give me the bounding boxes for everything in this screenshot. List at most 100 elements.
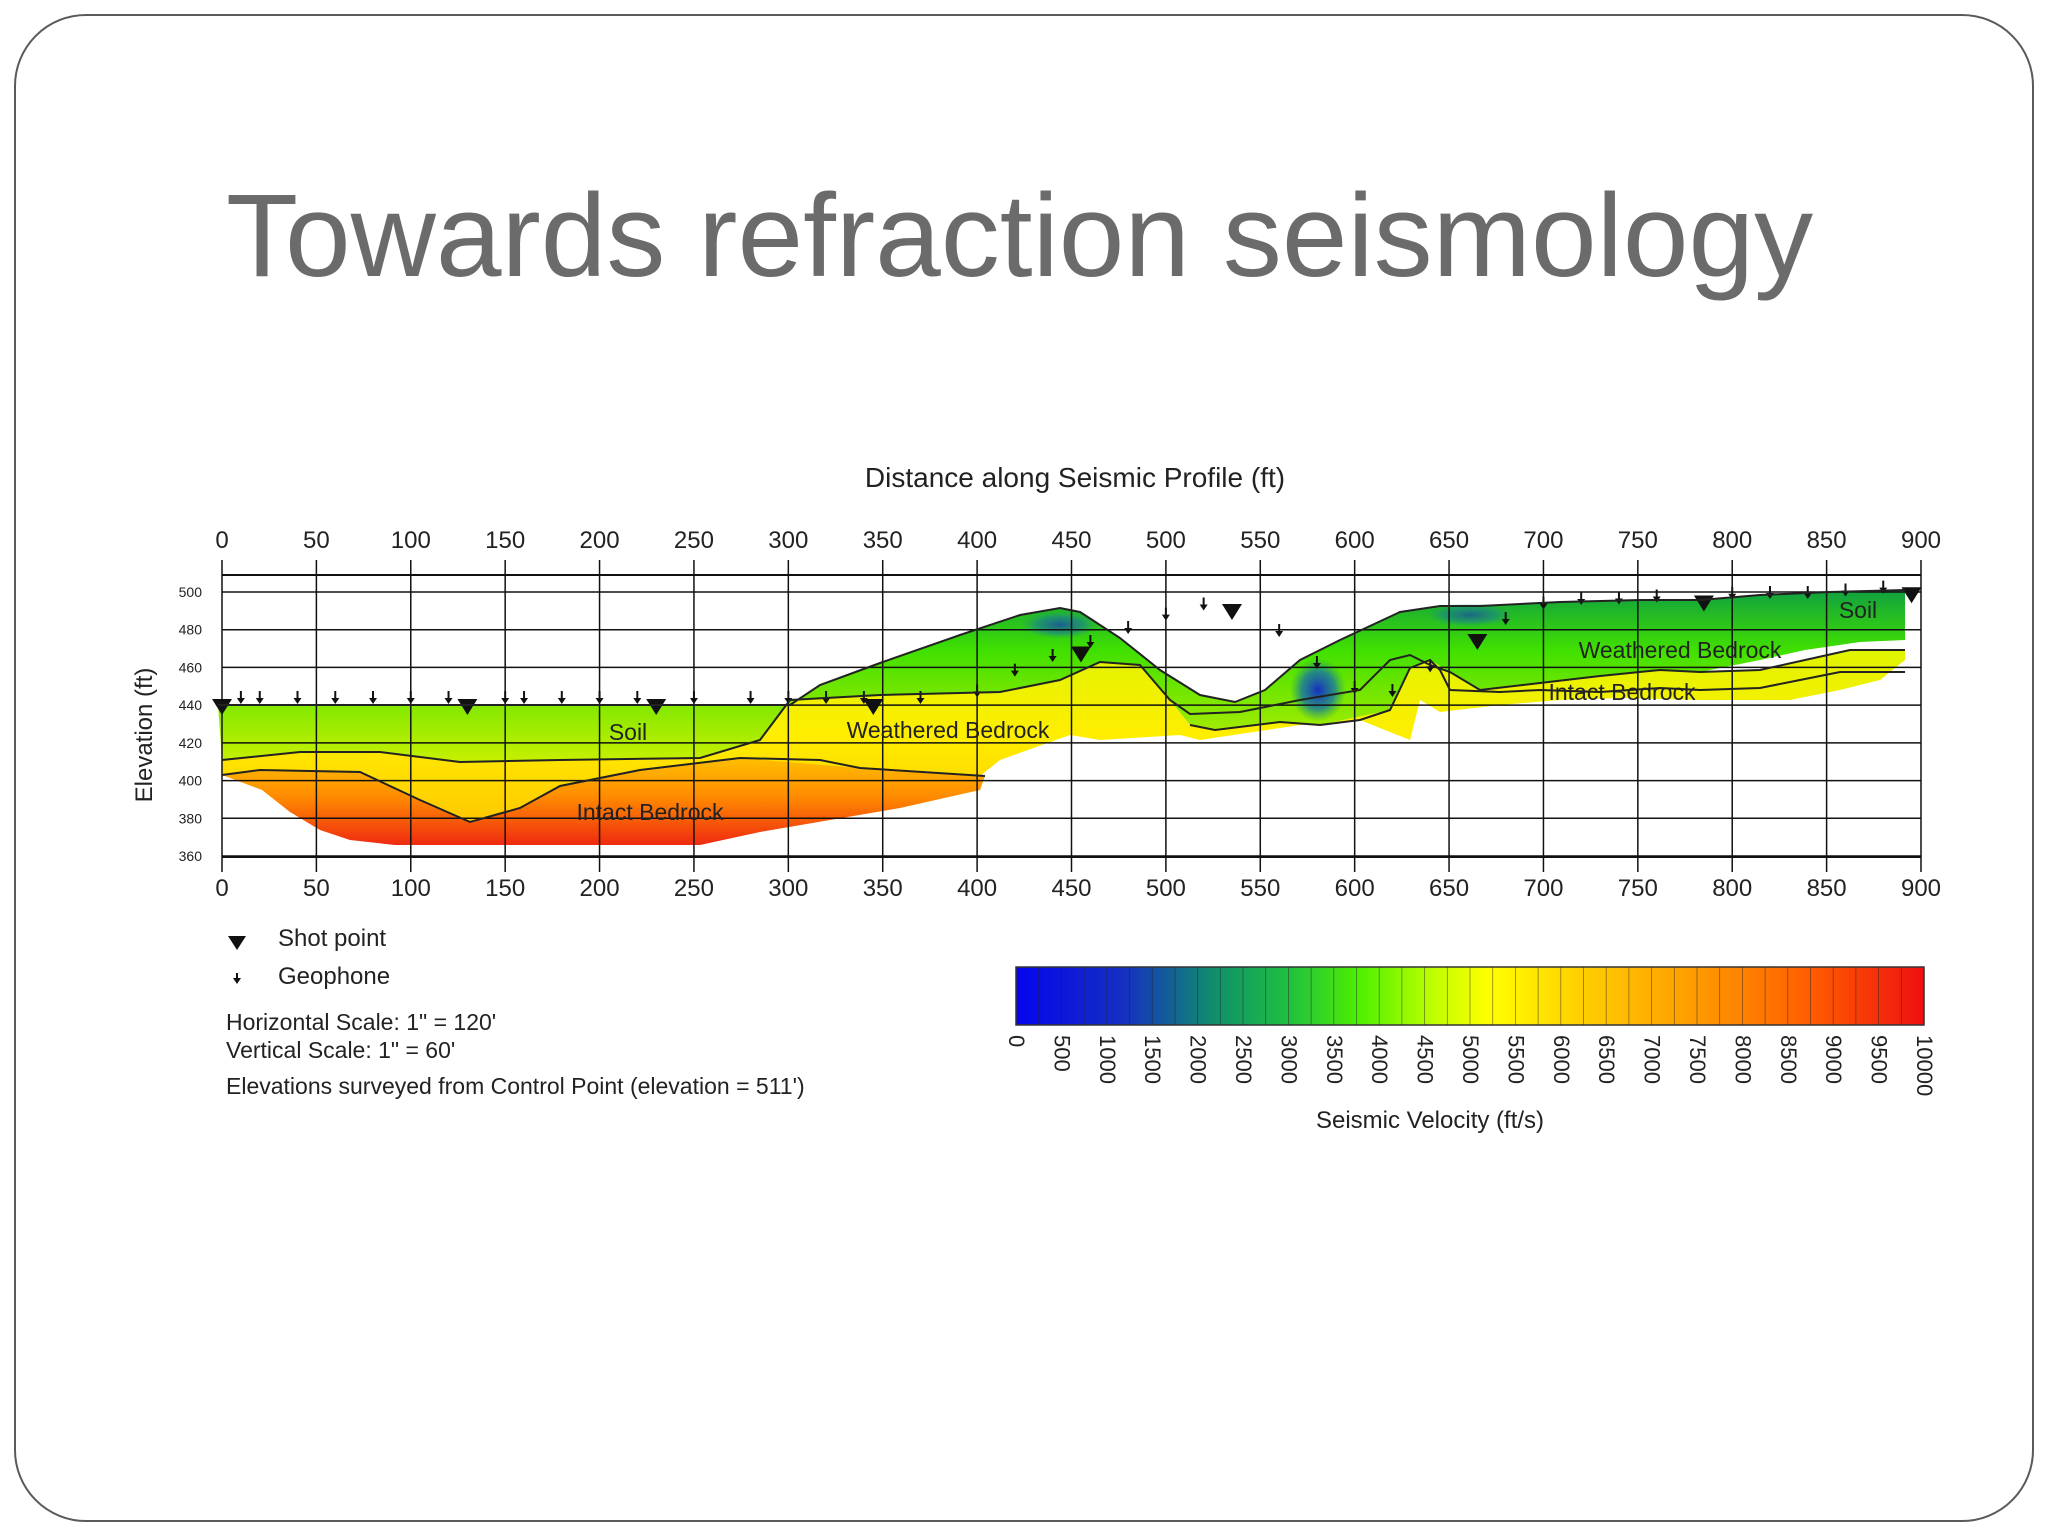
x-tick-label-bottom: 250 (674, 875, 714, 902)
colorbar-title: Seismic Velocity (ft/s) (1316, 1107, 1544, 1134)
x-tick-label-top: 550 (1240, 527, 1280, 554)
colorbar-tick-label: 7500 (1685, 1035, 1710, 1084)
colorbar-cell-dividers (1038, 967, 1902, 1025)
colorbar-tick-label: 500 (1049, 1035, 1074, 1072)
geophone-legend-icon (233, 973, 241, 984)
x-tick-label-top: 650 (1429, 527, 1469, 554)
soil-label-right: Soil (1839, 597, 1877, 623)
x-tick-label-bottom: 400 (957, 875, 997, 902)
colorbar-tick-label: 4000 (1367, 1035, 1392, 1084)
slide-title: Towards refraction seismology (226, 170, 1814, 302)
colorbar-tick-labels: 0 500 1000 1500 2000 2500 3000 3500 4000 4500 5000… (1004, 1035, 1937, 1096)
x-tick-label-bottom: 650 (1429, 875, 1469, 902)
y-tick-label: 440 (179, 697, 203, 713)
colorbar-tick-label: 5000 (1458, 1035, 1483, 1084)
x-tick-label-bottom: 550 (1240, 875, 1280, 902)
shot-point-marker (1467, 634, 1488, 650)
x-tick-label-top: 500 (1146, 527, 1186, 554)
x-tick-label-top: 450 (1051, 527, 1091, 554)
geophone-marker (633, 691, 642, 704)
y-tick-label: 380 (179, 810, 203, 826)
geophone-marker (1275, 624, 1284, 637)
x-tick-label-bottom: 200 (580, 875, 620, 902)
x-tick-label-top: 150 (485, 527, 525, 554)
shot-point-marker (457, 699, 478, 715)
weathered-bedrock-label-right: Weathered Bedrock (1579, 637, 1782, 663)
colorbar-tick-label: 6000 (1549, 1035, 1574, 1084)
colorbar-tick-label: 4500 (1413, 1035, 1438, 1084)
x-tick-label-bottom: 350 (863, 875, 903, 902)
x-tick-label-top: 900 (1901, 527, 1941, 554)
low-velocity-anomaly-right (1425, 603, 1515, 627)
colorbar-tick-label: 3000 (1276, 1035, 1301, 1084)
colorbar-tick-label: 8000 (1730, 1035, 1755, 1084)
y-tick-label: 360 (179, 848, 203, 864)
x-tick-label-bottom: 50 (303, 875, 330, 902)
colorbar-tick-label: 8500 (1776, 1035, 1801, 1084)
x-tick-label-top: 0 (215, 527, 228, 554)
shot-point-legend-icon (228, 936, 246, 950)
soil-zone (218, 590, 1905, 762)
y-tick-label: 420 (179, 735, 203, 751)
x-tick-label-top: 850 (1807, 527, 1847, 554)
colorbar-tick-label: 2000 (1186, 1035, 1211, 1084)
x-tick-label-bottom: 0 (215, 875, 228, 902)
colorbar-tick-label: 2500 (1231, 1035, 1256, 1084)
y-tick-label: 400 (179, 773, 203, 789)
geophone-marker (1312, 656, 1321, 669)
x-tick-label-bottom: 900 (1901, 875, 1941, 902)
weathered-intact-boundary (221, 658, 1905, 824)
geophone-marker (444, 691, 453, 704)
elevation-control-note: Elevations surveyed from Control Point (… (226, 1073, 805, 1099)
x-tick-label-top: 250 (674, 527, 714, 554)
x-tick-label-bottom: 300 (768, 875, 808, 902)
geophone-marker (1501, 612, 1510, 625)
shot-point-marker (212, 699, 232, 715)
ground-surface-line (218, 589, 1906, 706)
x-tick-label-top: 100 (391, 527, 431, 554)
intact-bedrock-label-right: Intact Bedrock (1548, 679, 1696, 705)
colorbar-tick-label: 9500 (1867, 1035, 1892, 1084)
geophone-marker (1161, 607, 1170, 621)
geophone-marker (689, 691, 698, 704)
geophone-marker (501, 691, 510, 704)
low-velocity-anomaly (1290, 658, 1346, 722)
geophone-marker (557, 691, 566, 704)
intact-bedrock-zone (222, 758, 985, 845)
geophone-marker (746, 691, 755, 704)
y-tick-label: 500 (179, 584, 203, 600)
geophone-marker (406, 691, 415, 704)
shot-point-legend-label: Shot point (278, 925, 386, 952)
x-tick-label-top: 750 (1618, 527, 1658, 554)
geophone-marker (293, 691, 302, 704)
shot-point-marker (1901, 587, 1922, 604)
geophone-marker (822, 691, 831, 704)
colorbar-tick-label: 10000 (1912, 1035, 1937, 1096)
geophone-marker (520, 691, 529, 704)
geophone-legend-label: Geophone (278, 963, 390, 990)
geophone-marker (1010, 663, 1019, 677)
geophone-marker (255, 691, 264, 704)
vertical-scale-note: Vertical Scale: 1" = 60' (226, 1037, 455, 1063)
x-tick-label-top: 300 (768, 527, 808, 554)
profile-axis-title: Distance along Seismic Profile (ft) (865, 462, 1285, 493)
colorbar-tick-label: 5500 (1503, 1035, 1528, 1084)
x-tick-label-bottom: 150 (485, 875, 525, 902)
geophone-marker (1086, 635, 1095, 648)
weathered-bedrock-label-left: Weathered Bedrock (847, 717, 1050, 743)
geophone-marker (1539, 596, 1548, 610)
geophone-marker (369, 691, 378, 704)
x-tick-label-bottom: 100 (391, 875, 431, 902)
colorbar-tick-label: 6500 (1594, 1035, 1619, 1084)
x-tick-label-top: 200 (580, 527, 620, 554)
elevation-axis-title: Elevation (ft) (131, 668, 158, 803)
y-tick-label: 460 (179, 659, 203, 675)
geophone-marker (1124, 621, 1133, 634)
shot-point-marker (646, 699, 667, 715)
x-tick-label-bottom: 750 (1618, 875, 1658, 902)
geophone-marker (916, 691, 925, 704)
shot-point-marker (863, 699, 884, 715)
soil-label-left: Soil (609, 719, 647, 745)
colorbar-tick-label: 9000 (1821, 1035, 1846, 1084)
x-tick-label-top: 600 (1335, 527, 1375, 554)
